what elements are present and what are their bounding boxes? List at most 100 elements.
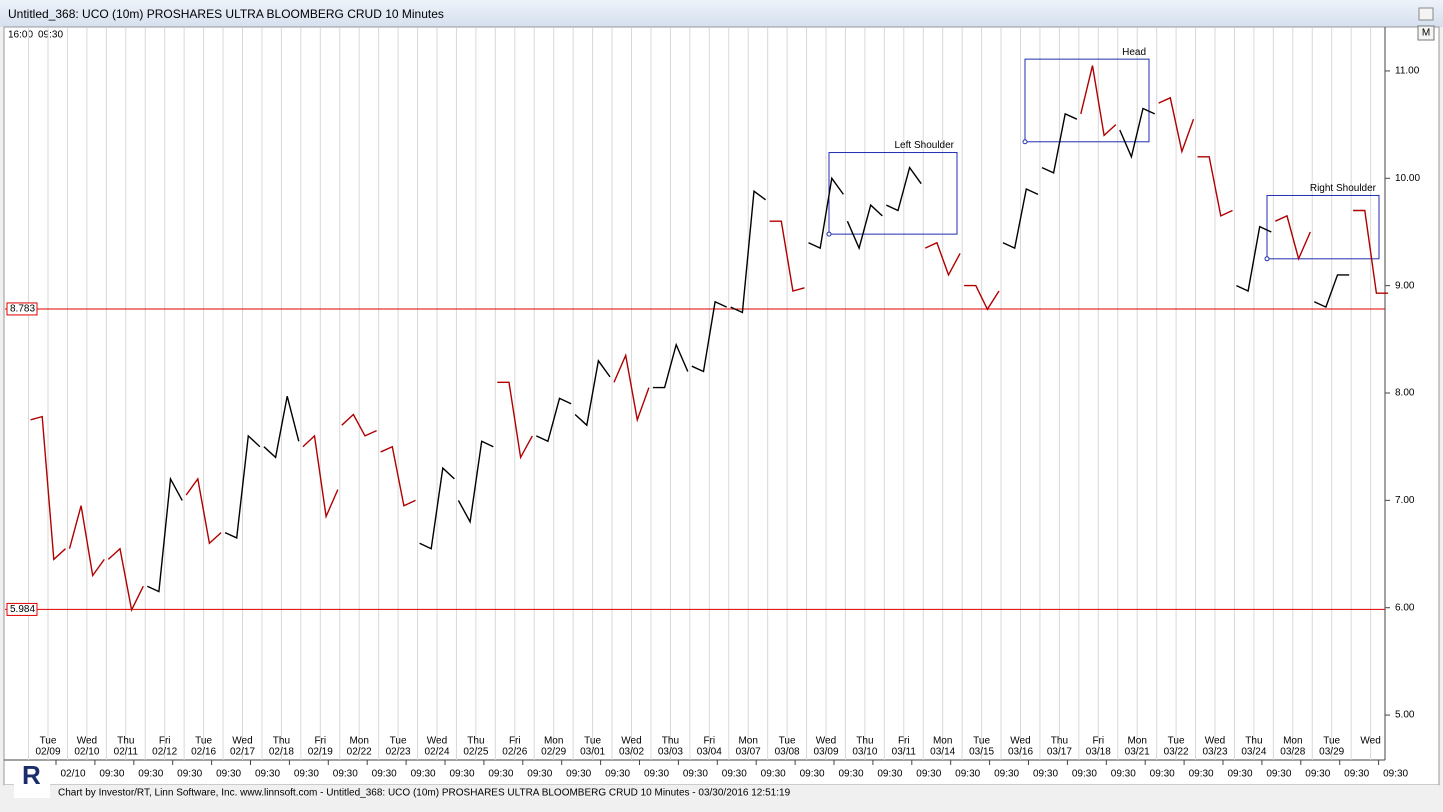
time-label: 16:00 (8, 30, 33, 41)
date-label: 03/09 (813, 747, 838, 758)
weekday-label: Thu (1245, 736, 1262, 747)
weekday-label: Wed (621, 736, 641, 747)
plot: 5.006.007.008.009.0010.0011.00Tue02/09We… (5, 28, 1420, 780)
date-label: 03/07 (736, 747, 761, 758)
menu-button[interactable] (1417, 25, 1435, 41)
weekday-label: Wed (816, 736, 836, 747)
weekday-label: Fri (159, 736, 171, 747)
weekday-label: Thu (467, 736, 484, 747)
weekday-label: Mon (1127, 736, 1146, 747)
x-tick-label: 09:30 (566, 769, 591, 780)
date-label: 02/29 (541, 747, 566, 758)
weekday-label: Thu (1051, 736, 1068, 747)
price-path (613, 353, 650, 423)
price-path (964, 284, 1000, 311)
weekday-label: Wed (232, 736, 252, 747)
price-path (1002, 187, 1039, 250)
annotation-handle (1264, 256, 1270, 262)
price-path (1275, 214, 1311, 261)
weekday-label: Tue (195, 736, 212, 747)
x-tick-label: 09:30 (449, 769, 474, 780)
window-title: Untitled_368: UCO (10m) PROSHARES ULTRA … (8, 7, 444, 21)
window-button[interactable] (1418, 7, 1434, 21)
price-path (1236, 225, 1272, 293)
weekday-label: Thu (273, 736, 290, 747)
menu-button-label[interactable]: M (1422, 28, 1430, 39)
date-label: 02/23 (386, 747, 411, 758)
price-path (924, 241, 961, 277)
annotation-box (1266, 194, 1380, 260)
annotation-handle (1022, 139, 1028, 145)
date-label: 03/04 (697, 747, 722, 758)
weekday-label: Tue (973, 736, 990, 747)
reference-label-box (6, 602, 38, 616)
x-tick-label: 09:30 (800, 769, 825, 780)
weekday-label: Fri (1092, 736, 1104, 747)
date-label: 03/21 (1125, 747, 1150, 758)
x-tick-label: 09:30 (1227, 769, 1252, 780)
y-tick-label: 6.00 (1395, 602, 1415, 613)
weekday-label: Tue (40, 736, 57, 747)
price-path (1080, 65, 1117, 137)
date-label: 03/16 (1008, 747, 1033, 758)
date-label: 02/18 (269, 747, 294, 758)
x-tick-label: 09:30 (1150, 769, 1175, 780)
annotation-handle (826, 231, 832, 237)
weekday-label: Wed (1360, 736, 1380, 747)
date-label: 02/12 (152, 747, 177, 758)
date-label: 02/17 (230, 747, 255, 758)
x-tick-label: 09:30 (1111, 769, 1136, 780)
date-label: 03/01 (580, 747, 605, 758)
price-path (808, 176, 844, 250)
x-tick-label: 09:30 (877, 769, 902, 780)
x-tick-label: 09:30 (683, 769, 708, 780)
price-path (1041, 112, 1078, 174)
date-label: 03/24 (1241, 747, 1266, 758)
x-tick-label: 09:30 (916, 769, 941, 780)
price-path (652, 342, 689, 389)
x-tick-label: 09:30 (1033, 769, 1058, 780)
annotation-label: Right Shoulder (1310, 183, 1377, 194)
price-path (457, 440, 494, 524)
x-tick-label: 09:30 (255, 769, 280, 780)
y-tick-label: 10.00 (1395, 173, 1420, 184)
price-path (419, 466, 455, 550)
date-label: 03/10 (852, 747, 877, 758)
x-tick-label: 09:30 (99, 769, 124, 780)
weekday-label: Thu (662, 736, 679, 747)
date-label: 03/29 (1319, 747, 1344, 758)
price-path (341, 413, 377, 437)
weekday-label: Tue (779, 736, 796, 747)
date-label: 03/22 (1164, 747, 1189, 758)
x-tick-label: 09:30 (138, 769, 163, 780)
weekday-label: Mon (738, 736, 757, 747)
price-path (846, 203, 883, 251)
date-label: 03/11 (892, 747, 917, 758)
date-label: 03/23 (1202, 747, 1227, 758)
weekday-label: Mon (544, 736, 563, 747)
price-path (68, 505, 105, 578)
price-path (1314, 274, 1350, 309)
x-tick-label: 09:30 (488, 769, 513, 780)
date-label: 02/26 (502, 747, 527, 758)
x-tick-label: 09:30 (605, 769, 630, 780)
date-label: 03/15 (969, 747, 994, 758)
price-path (224, 434, 261, 539)
date-label: 03/03 (658, 747, 683, 758)
date-label: 03/02 (619, 747, 644, 758)
date-label: 03/28 (1280, 747, 1305, 758)
price-path (1119, 107, 1155, 160)
annotation-label: Head (1122, 47, 1146, 58)
price-path (147, 476, 183, 593)
time-label: 09:30 (38, 30, 63, 41)
price-path (380, 445, 416, 507)
price-path (769, 220, 805, 292)
weekday-label: Tue (1323, 736, 1340, 747)
date-label: 02/09 (35, 747, 60, 758)
date-label: 03/18 (1086, 747, 1111, 758)
y-tick-label: 7.00 (1395, 495, 1415, 506)
x-tick-label: 09:30 (1383, 769, 1408, 780)
price-path (185, 477, 222, 545)
price-path (302, 434, 339, 520)
chart-area (3, 26, 1440, 786)
